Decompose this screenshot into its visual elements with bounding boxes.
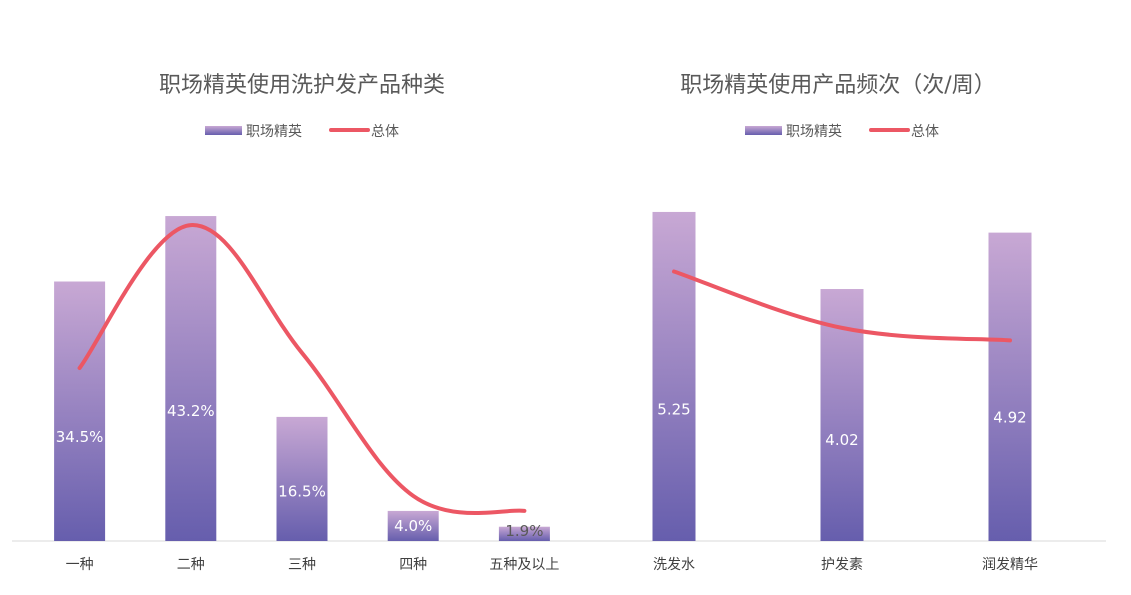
legend: 职场精英 总体 (205, 123, 399, 140)
legend-label-bar: 职场精英 (786, 123, 842, 140)
chart-title: 职场精英使用产品频次（次/周） (680, 73, 995, 98)
legend-label-line: 总体 (911, 124, 939, 140)
chart-left: 职场精英使用洗护发产品种类 职场精英 总体 34.5% 一种 43.2% 二种 16.5… (12, 73, 592, 573)
x-tick-label: 洗发水 (653, 557, 695, 573)
data-label: 4.02 (825, 431, 858, 449)
data-label: 4.92 (993, 409, 1026, 427)
data-label: 4.0% (394, 517, 432, 535)
bar (652, 211, 696, 541)
series-line-overall (672, 269, 1012, 343)
data-label: 16.5% (278, 482, 326, 500)
bar (498, 526, 550, 541)
data-label: 1.9% (505, 522, 543, 540)
series-line-overall (77, 223, 527, 516)
legend-swatch-bar (745, 126, 782, 135)
data-label: 5.25 (657, 400, 690, 418)
legend-swatch-bar (205, 126, 242, 135)
legend-label-bar: 职场精英 (246, 123, 302, 140)
x-tick-label: 四种 (399, 557, 427, 573)
plot-area: 34.5% 一种 43.2% 二种 16.5% 三种 4.0% 四种 1.9% 五种及以上 (12, 216, 592, 573)
x-tick-label: 一种 (66, 557, 94, 573)
bar (387, 510, 439, 541)
x-tick-label: 三种 (288, 557, 316, 573)
bar (276, 416, 328, 541)
data-label: 43.2% (167, 402, 215, 420)
legend-label-line: 总体 (371, 124, 399, 140)
x-tick-label: 五种及以上 (489, 557, 559, 573)
x-tick-label: 护发素 (821, 557, 863, 573)
bar (54, 281, 106, 541)
bar (165, 216, 217, 542)
legend: 职场精英 总体 (745, 123, 939, 140)
plot-area: 5.25 洗发水 4.02 护发素 4.92 润发精华 (578, 211, 1106, 573)
bar (988, 232, 1032, 541)
data-label: 34.5% (56, 428, 104, 446)
x-tick-label: 二种 (177, 557, 205, 573)
x-tick-label: 润发精华 (982, 557, 1038, 573)
chart-right: 职场精英使用产品频次（次/周） 职场精英 总体 5.25 洗发水 4.02 护发素 4.… (578, 73, 1106, 573)
chart-title: 职场精英使用洗护发产品种类 (159, 73, 445, 98)
